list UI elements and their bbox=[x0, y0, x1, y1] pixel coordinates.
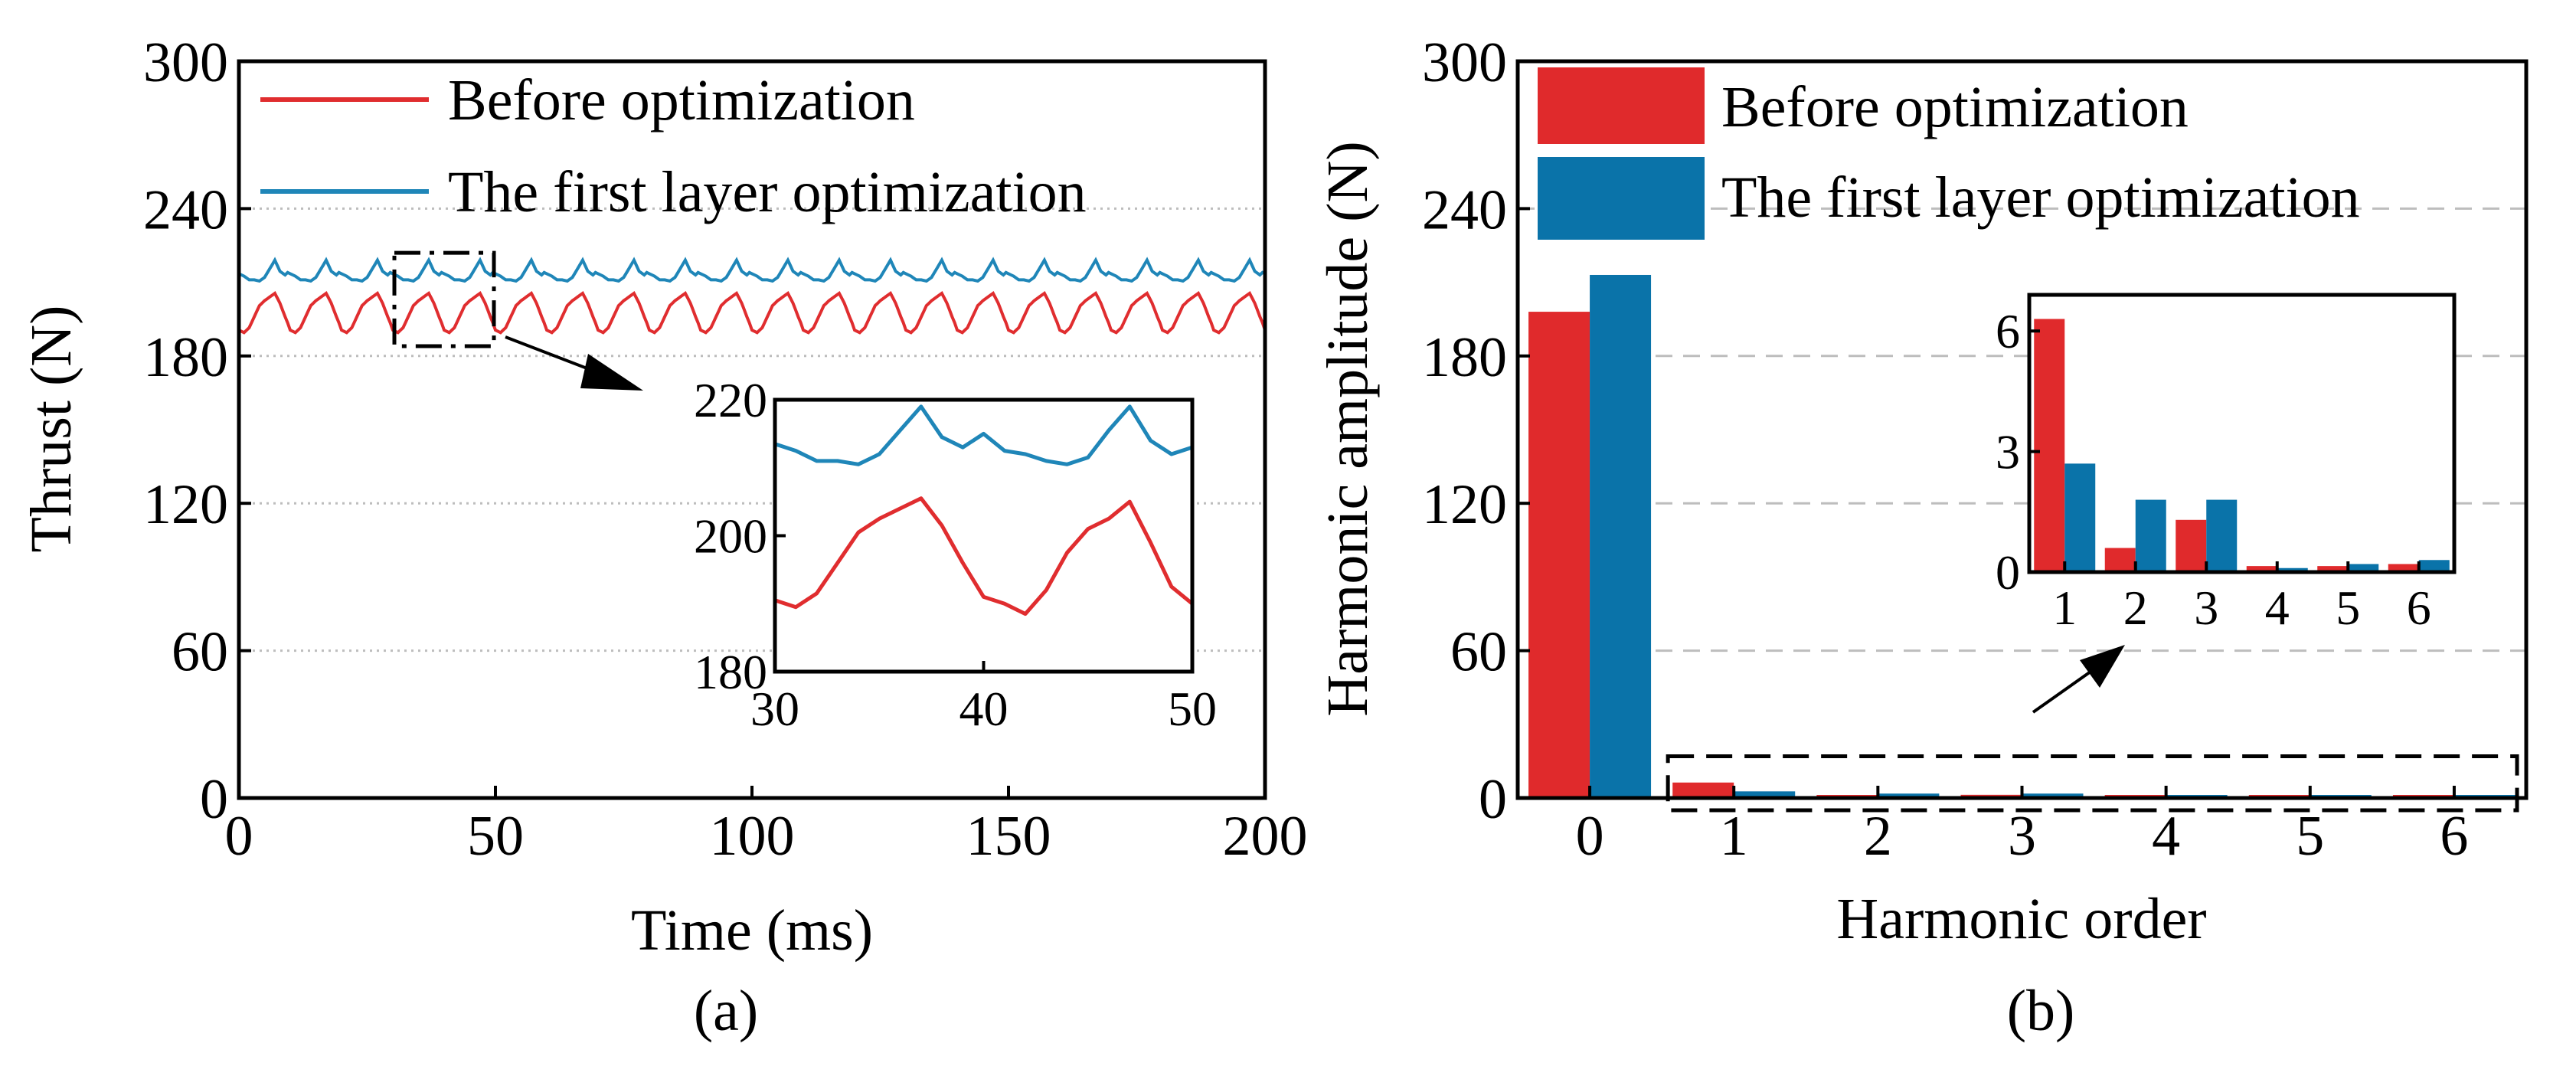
b-legend-swatch-first-layer bbox=[1538, 157, 1705, 240]
b-legend: Before optimization The first layer opti… bbox=[1538, 67, 2360, 240]
b-legend-label-first-layer: The first layer optimization bbox=[1721, 165, 2360, 230]
a-y-tick-label: 240 bbox=[143, 178, 228, 241]
a-y-tick-label: 60 bbox=[172, 621, 228, 684]
b-legend-label-before: Before optimization bbox=[1721, 75, 2189, 139]
b-inset-bar-before-2 bbox=[2104, 548, 2136, 572]
b-inset-x-tick-label: 4 bbox=[2265, 581, 2290, 635]
a-legend: Before optimization The first layer opti… bbox=[260, 68, 1087, 224]
b-y-tick-label: 300 bbox=[1422, 31, 1507, 94]
b-y-tick-label: 60 bbox=[1450, 621, 1507, 684]
b-legend-swatch-before bbox=[1538, 67, 1705, 144]
b-y-tick-label: 120 bbox=[1422, 473, 1507, 536]
b-y-tick-label: 0 bbox=[1479, 768, 1507, 831]
b-x-tick-label: 3 bbox=[2008, 805, 2036, 868]
b-inset-bar-first-layer-3 bbox=[2206, 499, 2238, 572]
a-legend-label-first-layer: The first layer optimization bbox=[448, 160, 1087, 224]
a-zoom-arrow bbox=[505, 335, 643, 391]
b-zoom-box bbox=[1666, 754, 2519, 813]
a-series-layer bbox=[238, 257, 1267, 335]
b-bar-first-layer-2 bbox=[1878, 793, 1940, 798]
b-inset-bar-first-layer-4 bbox=[2277, 567, 2308, 572]
a-x-tick-label: 200 bbox=[1223, 805, 1308, 868]
a-y-tick-label: 0 bbox=[200, 768, 228, 831]
b-inset-background bbox=[2029, 295, 2454, 572]
a-inset-y-tick-label: 180 bbox=[694, 645, 767, 699]
b-inset-y-tick-label: 0 bbox=[1996, 545, 2020, 600]
a-x-tick-label: 100 bbox=[710, 805, 795, 868]
panel-a: 0 60 120 180 240 300 0 50 100 150 200 Thrust (N) T… bbox=[19, 31, 1308, 1043]
b-inset-bar-before-1 bbox=[2034, 319, 2065, 572]
b-bar-before-1 bbox=[1672, 782, 1734, 798]
b-bar-before-0 bbox=[1528, 312, 1590, 799]
a-inset-x-tick-label: 30 bbox=[750, 682, 799, 736]
b-zoom-arrow bbox=[2032, 645, 2125, 714]
b-y-tick-label: 180 bbox=[1422, 326, 1507, 389]
b-inset-y-tick-label: 6 bbox=[1996, 304, 2020, 358]
b-caption: (b) bbox=[2007, 979, 2075, 1043]
b-inset-frame bbox=[2027, 293, 2457, 574]
b-x-tick-label: 0 bbox=[1576, 805, 1604, 868]
a-legend-label-before: Before optimization bbox=[448, 68, 915, 132]
b-inset-x-tick-label: 1 bbox=[2052, 581, 2077, 635]
b-x-tick-label: 4 bbox=[2152, 805, 2180, 868]
b-inset-bar-before-4 bbox=[2246, 566, 2277, 572]
b-bar-first-layer-1 bbox=[1734, 791, 1796, 798]
a-inset: 180 200 220 30 40 50 bbox=[694, 373, 1217, 736]
b-inset-bar-first-layer-2 bbox=[2135, 499, 2166, 572]
b-inset-y-tick-label: 3 bbox=[1996, 425, 2020, 479]
a-tick-layer: 0 60 120 180 240 300 0 50 100 150 200 bbox=[143, 31, 1308, 868]
a-caption: (a) bbox=[694, 979, 758, 1043]
a-series-before-line bbox=[238, 291, 1267, 335]
b-inset-bar-layer bbox=[2034, 319, 2450, 572]
a-x-tick-label: 50 bbox=[467, 805, 524, 868]
b-inset-x-tick-label: 2 bbox=[2123, 581, 2148, 635]
a-inset-tick-layer: 180 200 220 30 40 50 bbox=[694, 373, 1217, 736]
b-inset-bar-before-6 bbox=[2388, 564, 2419, 572]
b-x-axis-label: Harmonic order bbox=[1836, 887, 2206, 951]
a-x-tick-label: 150 bbox=[966, 805, 1051, 868]
b-inset-bar-before-3 bbox=[2176, 519, 2207, 572]
a-inset-y-tick-label: 200 bbox=[694, 509, 767, 564]
b-inset-x-tick-label: 5 bbox=[2336, 581, 2360, 635]
b-inset-bar-first-layer-6 bbox=[2418, 560, 2450, 572]
a-series-first-layer-line bbox=[238, 257, 1266, 283]
b-y-axis-label: Harmonic amplitude (N) bbox=[1316, 141, 1380, 716]
b-x-tick-label: 6 bbox=[2440, 805, 2468, 868]
b-inset-x-tick-label: 3 bbox=[2194, 581, 2218, 635]
a-inset-x-tick-label: 40 bbox=[959, 682, 1008, 736]
a-inset-series-layer bbox=[774, 404, 1194, 616]
a-inset-y-tick-label: 220 bbox=[694, 373, 767, 427]
a-x-tick-label: 0 bbox=[225, 805, 253, 868]
b-inset-bar-before-5 bbox=[2317, 566, 2349, 572]
b-inset-bar-first-layer-1 bbox=[2064, 463, 2096, 572]
b-bar-first-layer-0 bbox=[1590, 274, 1652, 799]
b-inset-x-tick-label: 6 bbox=[2407, 581, 2431, 635]
a-y-tick-label: 180 bbox=[143, 326, 228, 389]
b-bar-first-layer-3 bbox=[2022, 793, 2084, 798]
b-x-tick-label: 1 bbox=[1720, 805, 1748, 868]
b-x-tick-label: 2 bbox=[1864, 805, 1892, 868]
a-y-tick-label: 120 bbox=[143, 473, 228, 536]
b-inset-bar-first-layer-5 bbox=[2348, 564, 2379, 572]
a-y-axis-label: Thrust (N) bbox=[19, 306, 83, 553]
a-inset-x-tick-label: 50 bbox=[1168, 682, 1217, 736]
b-bar-layer bbox=[1528, 274, 2516, 799]
a-inset-background bbox=[775, 400, 1192, 672]
a-zoom-box bbox=[392, 250, 496, 348]
b-y-tick-label: 240 bbox=[1422, 178, 1507, 241]
a-inset-before-line bbox=[774, 496, 1194, 616]
a-inset-first-layer-line bbox=[774, 404, 1193, 466]
a-x-axis-label: Time (ms) bbox=[631, 898, 873, 963]
b-x-tick-label: 5 bbox=[2296, 805, 2324, 868]
a-y-tick-label: 300 bbox=[143, 31, 228, 94]
